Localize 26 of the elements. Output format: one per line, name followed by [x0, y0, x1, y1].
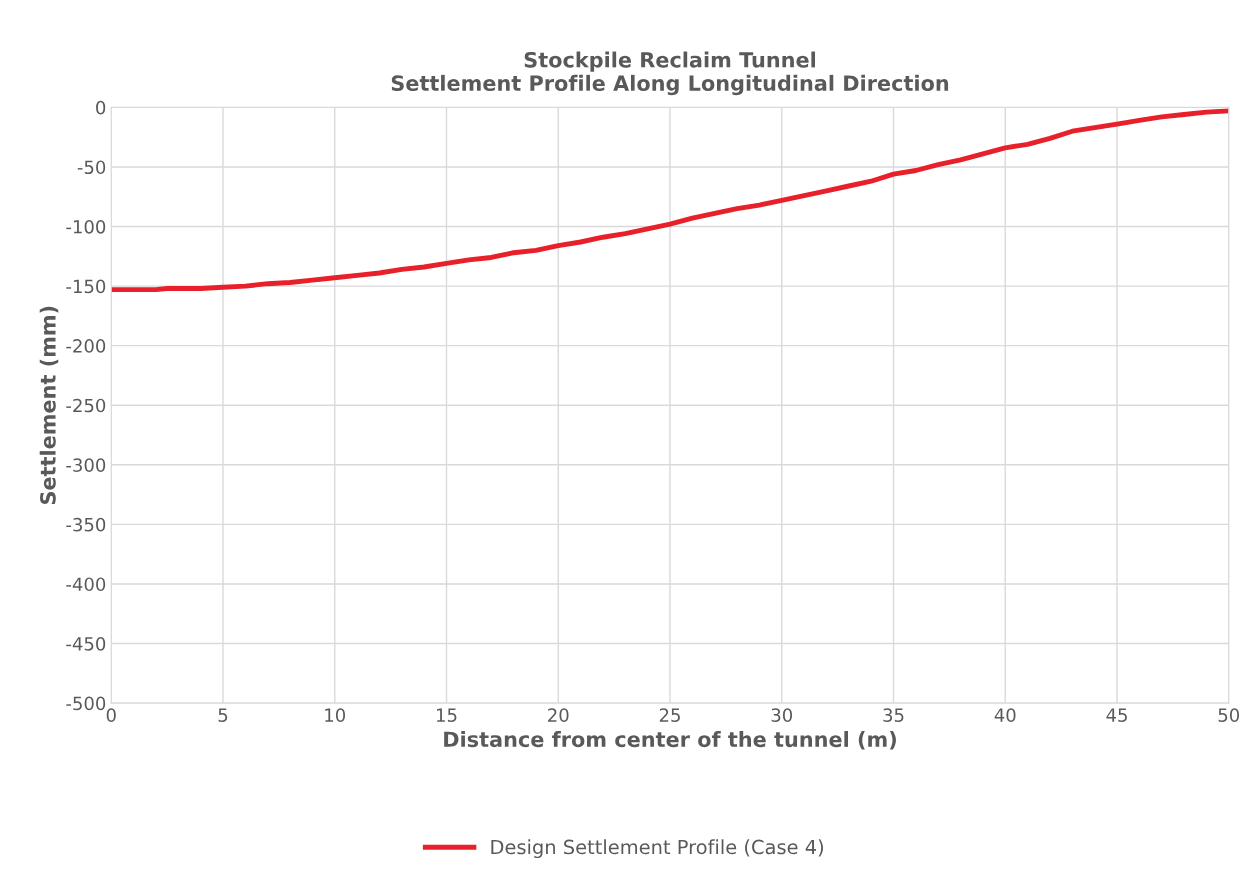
x-tick-label: 40 [994, 708, 1016, 722]
y-tick-label: -350 [66, 517, 106, 532]
chart-title: Stockpile Reclaim Tunnel Settlement Profile Along Longitudinal Direction [391, 51, 949, 96]
x-tick-label: 10 [325, 708, 346, 722]
x-tick-label: 15 [437, 708, 457, 722]
y-tick-label: -50 [77, 160, 106, 175]
y-tick-label: -300 [66, 458, 106, 472]
y-tick-label: -450 [66, 637, 106, 651]
y-tick-label: -100 [66, 219, 106, 234]
y-tick-label: -250 [66, 398, 106, 413]
y-axis-title: Settlement (mm) [39, 306, 59, 505]
y-tick-label: 0 [96, 100, 106, 115]
y-tick-label: -150 [66, 279, 106, 294]
legend-label: Design Settlement Profile (Case 4) [491, 839, 824, 859]
x-tick-label: 5 [218, 708, 228, 722]
x-tick-label: 45 [1106, 708, 1127, 722]
x-tick-label: 50 [1218, 708, 1240, 722]
x-tick-label: 25 [659, 708, 680, 722]
y-tick-label: -400 [66, 577, 106, 592]
x-tick-label: 30 [771, 708, 793, 722]
y-tick-label: -500 [66, 696, 106, 711]
x-tick-label: 35 [883, 708, 904, 722]
y-tick-label: -200 [66, 339, 106, 353]
x-tick-label: 20 [548, 708, 569, 722]
x-tick-label: 0 [106, 708, 116, 722]
x-axis-title: Distance from center of the tunnel (m) [444, 731, 896, 750]
